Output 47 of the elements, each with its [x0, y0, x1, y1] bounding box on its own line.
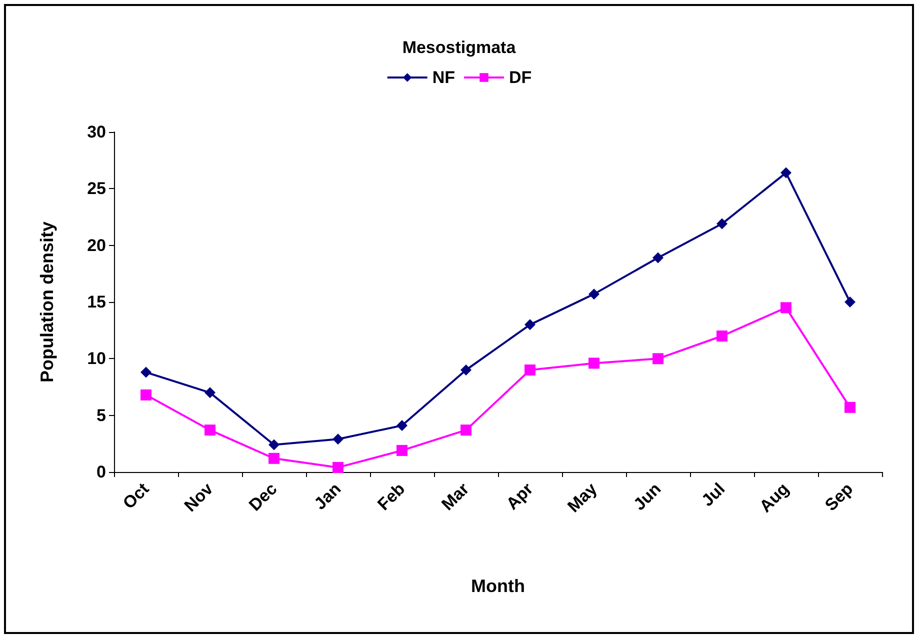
- point: [332, 434, 344, 445]
- x-tick-label: Mar: [438, 479, 473, 514]
- point: [588, 288, 600, 300]
- point: [844, 296, 856, 308]
- chart-title: Mesostigmata: [402, 38, 516, 57]
- x-tick-label: Sep: [821, 479, 857, 515]
- y-axis-title: Population density: [37, 221, 57, 383]
- x-tick-label: Apr: [502, 479, 537, 514]
- x-tick-label: Jun: [630, 479, 665, 514]
- point: [396, 444, 408, 456]
- point: [140, 389, 152, 400]
- point: [460, 424, 472, 436]
- y-tick-label: 5: [96, 406, 106, 425]
- point: [524, 319, 536, 330]
- y-tick-label: 0: [96, 462, 106, 482]
- point: [332, 462, 344, 473]
- point: [844, 402, 856, 413]
- legend-label: NF: [432, 68, 456, 87]
- x-tick-label: Aug: [756, 479, 793, 516]
- x-tick-label: Dec: [245, 479, 281, 515]
- y-tick-label: 20: [87, 236, 106, 255]
- x-tick-label: Oct: [119, 479, 153, 513]
- y-tick-label: 25: [87, 179, 106, 198]
- y-tick-label: 10: [87, 349, 106, 368]
- point: [716, 218, 728, 230]
- y-tick-label: 30: [87, 122, 106, 142]
- point: [204, 424, 216, 436]
- point: [268, 439, 280, 450]
- x-tick-label: Nov: [180, 478, 218, 516]
- point: [588, 358, 600, 369]
- x-tick-label: Feb: [374, 479, 409, 514]
- y-tick-label: 15: [87, 292, 106, 312]
- point: [780, 302, 792, 314]
- point: [716, 330, 728, 342]
- x-tick-label: Jul: [698, 479, 729, 510]
- x-axis-title: Month: [471, 576, 525, 596]
- point: [652, 353, 664, 364]
- point: [460, 364, 472, 376]
- point: [268, 452, 280, 464]
- point: [396, 420, 408, 432]
- point: [524, 364, 536, 376]
- legend-label: DF: [509, 68, 532, 87]
- point: [652, 252, 664, 264]
- point: [204, 387, 216, 398]
- point: [780, 167, 792, 178]
- x-tick-label: Jan: [310, 479, 345, 514]
- point: [140, 366, 152, 378]
